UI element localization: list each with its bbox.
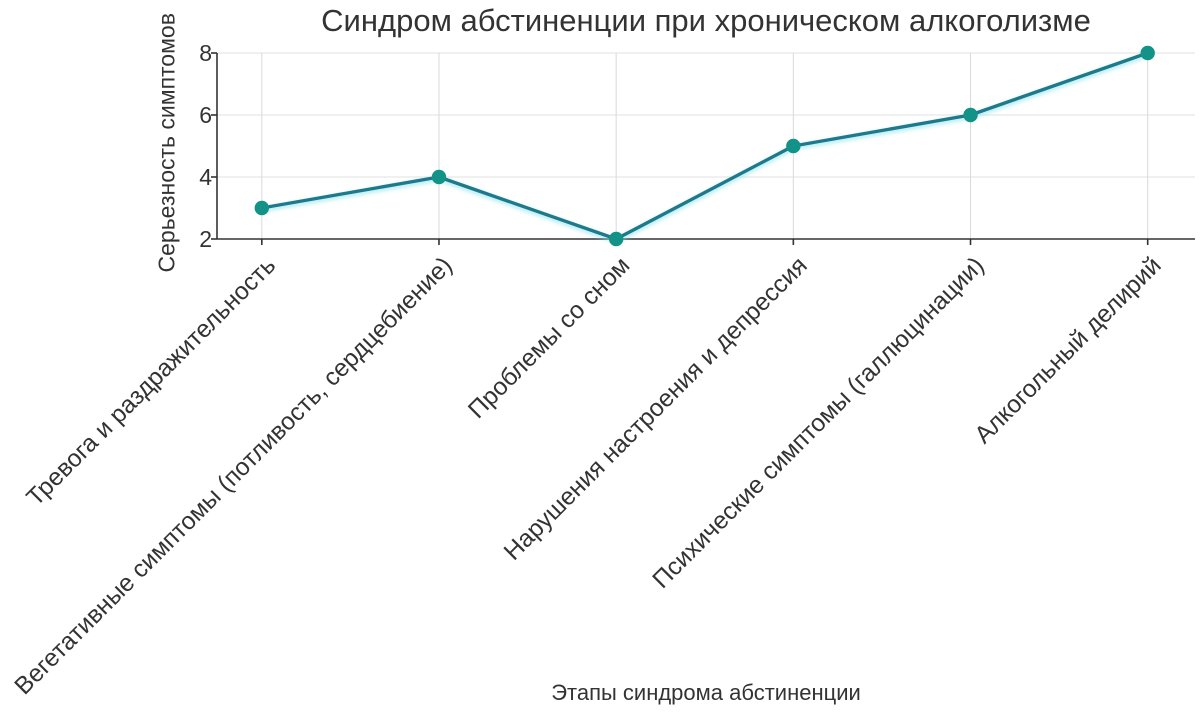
svg-text:4: 4 xyxy=(199,164,212,190)
svg-text:2: 2 xyxy=(199,226,212,252)
svg-text:8: 8 xyxy=(199,40,212,66)
svg-text:6: 6 xyxy=(199,102,212,128)
